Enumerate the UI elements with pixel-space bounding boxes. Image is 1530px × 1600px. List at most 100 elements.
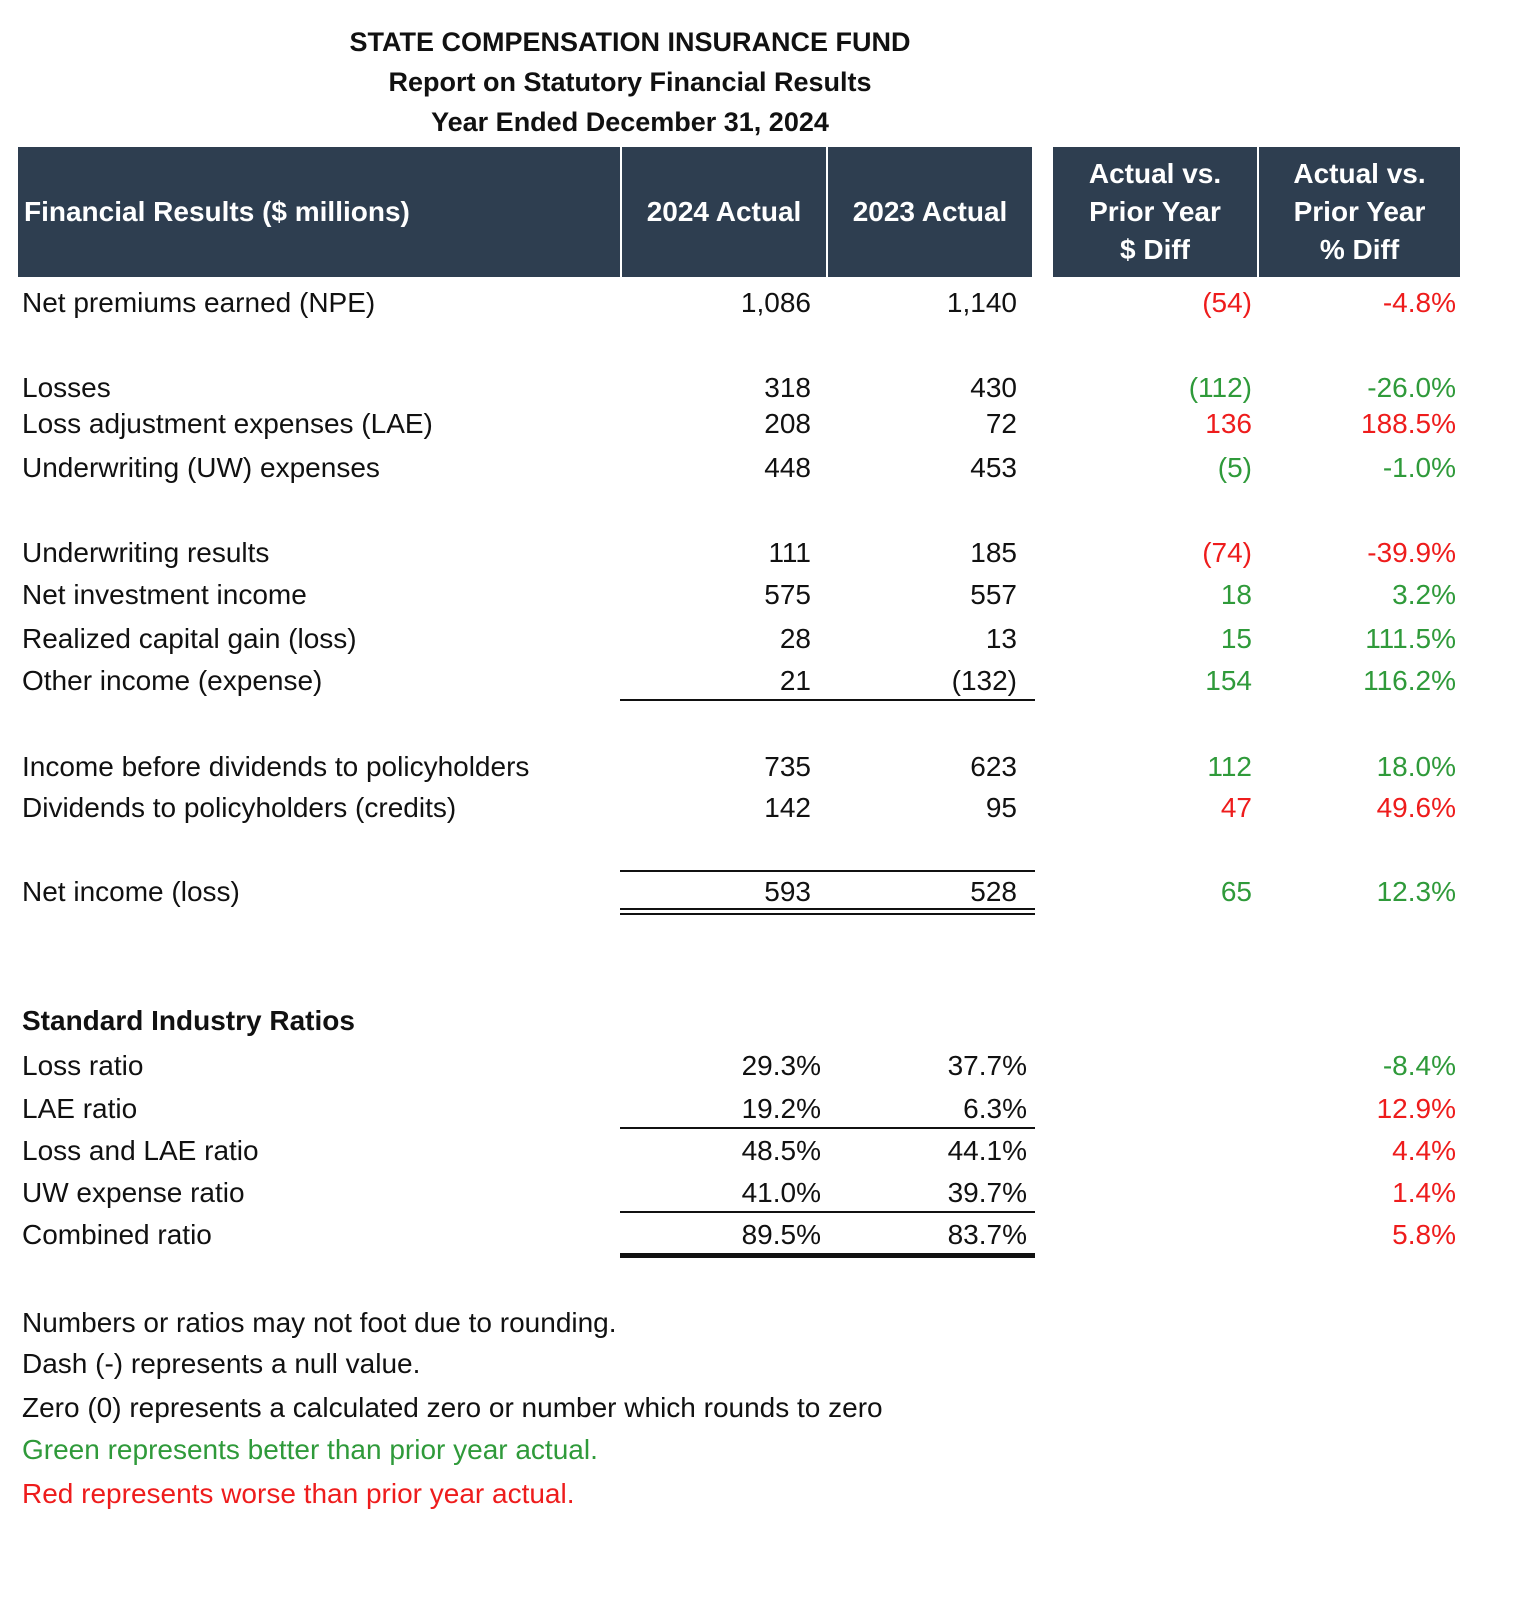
value-2023: 95 (985, 792, 1017, 823)
ratio-2024: 48.5% (741, 1135, 821, 1166)
rule (620, 870, 1035, 872)
ratio-pct: 5.8% (1392, 1219, 1456, 1250)
value-diff: 65 (1220, 876, 1252, 907)
footnote: Dash (-) represents a null value. (22, 1348, 421, 1379)
value-pct: 188.5% (1361, 408, 1456, 439)
column-header: Actual vs. Prior Year % Diff (1259, 147, 1460, 277)
value-2024: 21 (779, 665, 811, 696)
value-2023: 557 (970, 579, 1017, 610)
ratio-2024: 89.5% (741, 1219, 821, 1250)
subtitle: Report on Statutory Financial Results (388, 67, 872, 97)
value-2024: 142 (764, 792, 811, 823)
footnote: Red represents worse than prior year act… (22, 1478, 575, 1509)
value-2023: 623 (970, 751, 1017, 782)
value-diff: 154 (1205, 665, 1252, 696)
rule (620, 1211, 1035, 1213)
ratio-pct: -8.4% (1382, 1050, 1456, 1081)
row-label: Other income (expense) (22, 665, 323, 696)
row-label: Dividends to policyholders (credits) (22, 792, 457, 823)
value-pct: -1.0% (1382, 452, 1456, 483)
row-label: Realized capital gain (loss) (22, 623, 357, 654)
value-pct: 12.3% (1376, 876, 1456, 907)
value-2023: 1,140 (946, 287, 1017, 318)
row-label: Income before dividends to policyholders (22, 751, 530, 782)
ratio-2023: 6.3% (963, 1093, 1027, 1124)
value-2024: 1,086 (740, 287, 811, 318)
column-header: 2024 Actual (622, 147, 826, 277)
value-2024: 593 (764, 876, 811, 907)
value-diff: 112 (1207, 751, 1252, 782)
value-2023: 185 (970, 537, 1017, 568)
value-2024: 28 (779, 623, 811, 654)
value-2024: 318 (764, 372, 811, 403)
ratio-2024: 29.3% (741, 1050, 821, 1081)
section-title: Standard Industry Ratios (22, 1005, 355, 1036)
footnote: Zero (0) represents a calculated zero or… (22, 1392, 883, 1423)
ratio-label: UW expense ratio (22, 1177, 245, 1208)
value-diff: 18 (1220, 579, 1252, 610)
period: Year Ended December 31, 2024 (431, 107, 829, 137)
row-label: Net income (loss) (22, 876, 240, 907)
value-2024: 735 (764, 751, 811, 782)
value-pct: 18.0% (1376, 751, 1456, 782)
value-diff: (54) (1202, 287, 1252, 318)
footnote: Numbers or ratios may not foot due to ro… (22, 1307, 617, 1338)
ratio-2023: 37.7% (947, 1050, 1027, 1081)
value-2023: 528 (970, 876, 1017, 907)
value-diff: 136 (1205, 408, 1252, 439)
ratio-pct: 12.9% (1376, 1093, 1456, 1124)
header-line: Actual vs. (1088, 158, 1222, 189)
value-2024: 111 (768, 537, 811, 568)
row-label: Loss adjustment expenses (LAE) (22, 408, 433, 439)
rule (620, 913, 1035, 915)
ratio-2024: 41.0% (741, 1177, 821, 1208)
row-label: Net investment income (22, 579, 307, 610)
value-pct: -4.8% (1382, 287, 1456, 318)
value-pct: 3.2% (1392, 579, 1456, 610)
rule (620, 908, 1035, 910)
header-line: Prior Year (1089, 196, 1221, 227)
value-2024: 575 (764, 579, 811, 610)
value-2024: 448 (764, 452, 811, 483)
header-line: Actual vs. (1293, 158, 1426, 189)
ratio-label: LAE ratio (22, 1093, 138, 1124)
value-pct: 111.5% (1365, 623, 1456, 654)
ratio-label: Loss ratio (22, 1050, 144, 1081)
header-line: Financial Results ($ millions) (24, 196, 410, 227)
value-pct: -39.9% (1367, 537, 1456, 568)
ratio-2024: 19.2% (741, 1093, 821, 1124)
rule (620, 1253, 1035, 1258)
ratio-pct: 1.4% (1392, 1177, 1456, 1208)
column-header: Actual vs. Prior Year $ Diff (1053, 147, 1257, 277)
column-header: Financial Results ($ millions) (18, 147, 620, 277)
value-2023: 72 (985, 408, 1017, 439)
value-pct: 49.6% (1376, 792, 1456, 823)
value-pct: 116.2% (1363, 665, 1456, 696)
footnote: Green represents better than prior year … (22, 1434, 598, 1465)
value-diff: (74) (1202, 537, 1252, 568)
header-line: % Diff (1319, 234, 1400, 265)
value-pct: -26.0% (1367, 372, 1456, 403)
column-header: 2023 Actual (828, 147, 1032, 277)
value-2023: 453 (970, 452, 1017, 483)
header-line: 2024 Actual (646, 196, 802, 227)
header-line: $ Diff (1120, 234, 1190, 265)
value-diff: 47 (1220, 792, 1252, 823)
header-line: Prior Year (1293, 196, 1426, 227)
ratio-label: Combined ratio (22, 1219, 212, 1250)
value-diff: (5) (1217, 452, 1252, 483)
value-diff: 15 (1220, 623, 1252, 654)
row-label: Losses (22, 372, 111, 403)
ratio-pct: 4.4% (1392, 1135, 1456, 1166)
row-label: Underwriting (UW) expenses (22, 452, 380, 483)
row-label: Net premiums earned (NPE) (22, 287, 376, 318)
header-line: 2023 Actual (852, 196, 1008, 227)
title: STATE COMPENSATION INSURANCE FUND (349, 27, 911, 57)
rule (620, 1127, 1035, 1129)
value-2023: (132) (951, 665, 1017, 696)
ratio-2023: 44.1% (947, 1135, 1027, 1166)
row-label: Underwriting results (22, 537, 270, 568)
value-2024: 208 (764, 408, 811, 439)
ratio-label: Loss and LAE ratio (22, 1135, 259, 1166)
